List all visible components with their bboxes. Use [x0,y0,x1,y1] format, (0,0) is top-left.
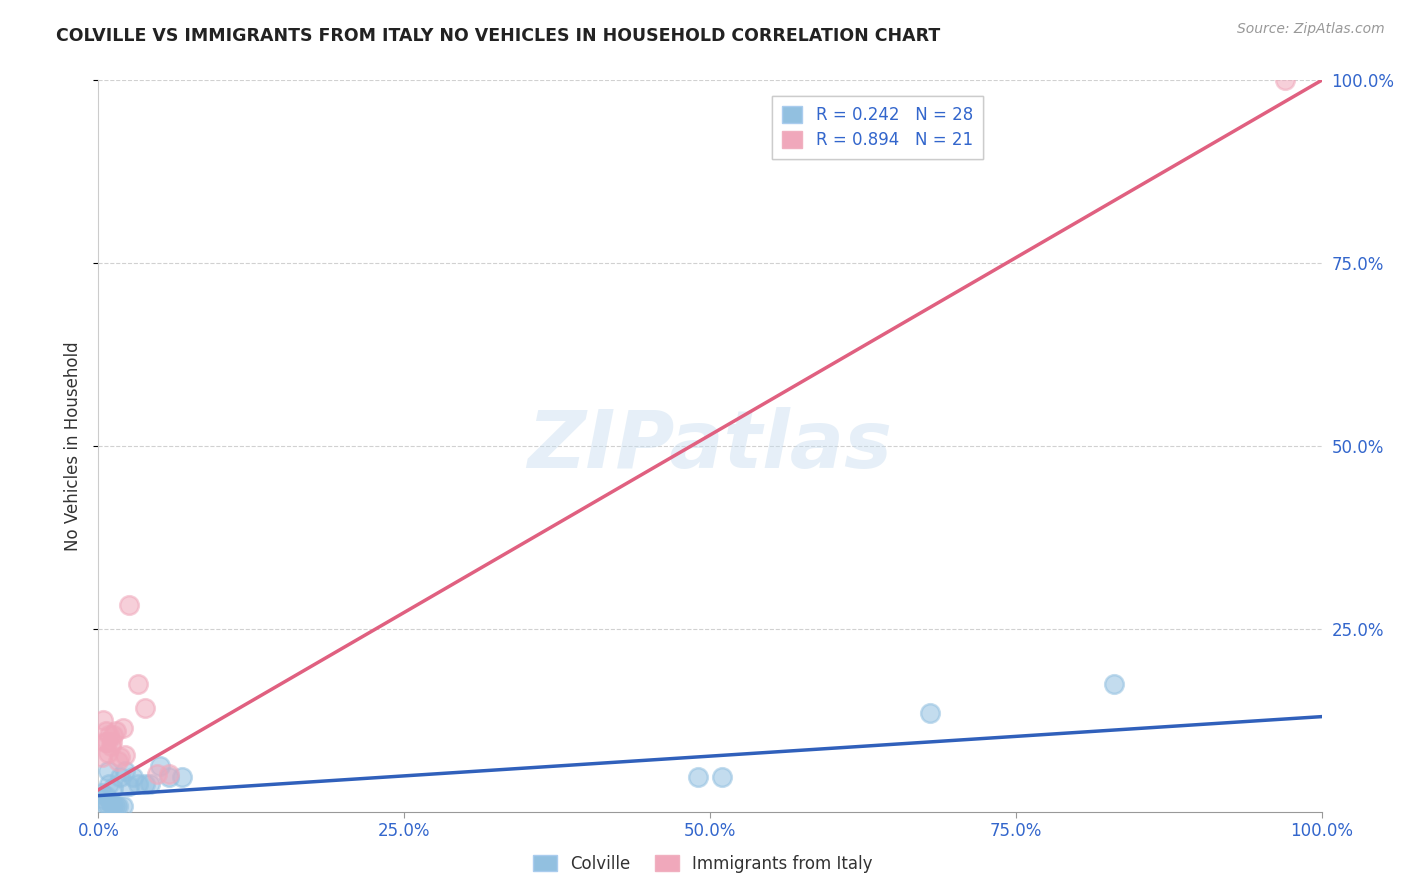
Point [107,754,129,768]
Point [101,781,124,796]
Point [98,728,121,742]
Y-axis label: No Vehicles in Household: No Vehicles in Household [65,341,83,551]
Point [1102,676,1125,690]
Point [104,798,127,813]
Point [98,777,121,791]
Point [101,798,124,813]
Point [93,797,115,812]
Point [111,721,134,735]
Point [91,787,114,801]
Point [93,735,115,749]
Point [127,777,149,791]
Point [686,770,709,784]
Point [91,749,114,764]
Point [134,701,156,715]
Point [101,728,124,742]
Point [104,724,127,739]
Point [920,706,942,720]
Point [107,798,129,813]
Legend: Colville, Immigrants from Italy: Colville, Immigrants from Italy [527,848,879,880]
Point [97,746,120,760]
Point [157,770,180,784]
Text: COLVILLE VS IMMIGRANTS FROM ITALY NO VEHICLES IN HOUSEHOLD CORRELATION CHART: COLVILLE VS IMMIGRANTS FROM ITALY NO VEH… [56,27,941,45]
Text: Source: ZipAtlas.com: Source: ZipAtlas.com [1237,22,1385,37]
Point [100,796,122,810]
Point [114,764,136,779]
Point [170,770,193,784]
Point [114,747,136,762]
Point [96,797,118,812]
Point [94,724,117,739]
Text: ZIPatlas: ZIPatlas [527,407,893,485]
Point [121,770,143,784]
Point [127,676,149,690]
Point [94,789,117,803]
Point [157,766,180,780]
Point [711,770,734,784]
Point [97,764,120,779]
Point [1274,73,1296,87]
Point [110,770,132,784]
Legend: R = 0.242   N = 28, R = 0.894   N = 21: R = 0.242 N = 28, R = 0.894 N = 21 [772,96,983,159]
Point [146,766,169,780]
Point [100,739,122,753]
Point [149,759,172,773]
Point [134,777,156,791]
Point [103,798,125,813]
Point [96,735,118,749]
Point [91,791,114,805]
Point [101,735,124,749]
Point [139,777,162,791]
Point [110,749,132,764]
Point [118,779,141,793]
Point [118,599,141,613]
Point [91,714,114,728]
Point [111,798,134,813]
